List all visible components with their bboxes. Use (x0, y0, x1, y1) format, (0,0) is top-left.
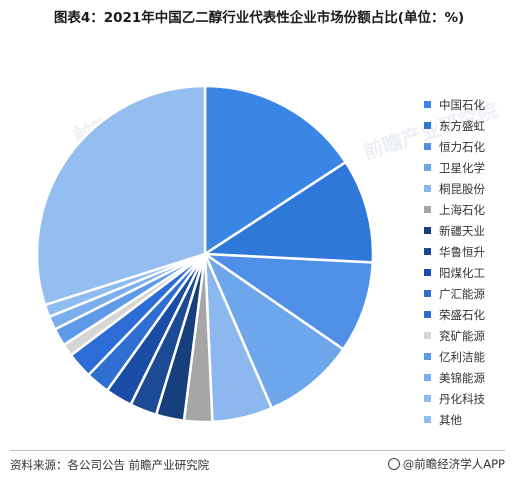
legend-swatch (424, 227, 431, 234)
brand-label: @前瞻经济学人APP (402, 457, 505, 471)
legend-item: 卫星化学 (424, 157, 485, 178)
legend: 中国石化东方盛虹恒力石化卫星化学桐昆股份上海石化新疆天业华鲁恒升阳煤化工广汇能源… (424, 94, 485, 430)
legend-label: 华鲁恒升 (439, 244, 485, 259)
legend-swatch (424, 143, 431, 150)
legend-swatch (424, 353, 431, 360)
legend-item: 中国石化 (424, 94, 485, 115)
legend-item: 上海石化 (424, 199, 485, 220)
legend-item: 桐昆股份 (424, 178, 485, 199)
legend-label: 桐昆股份 (439, 181, 485, 196)
pie-chart (35, 84, 375, 424)
pie-slice-4 (202, 250, 346, 410)
legend-item: 华鲁恒升 (424, 241, 485, 262)
legend-label: 上海石化 (439, 202, 485, 217)
pie-slice-1 (203, 84, 348, 257)
pie-slice-3 (200, 252, 375, 352)
legend-swatch (424, 332, 431, 339)
legend-label: 卫星化学 (439, 160, 485, 175)
brand-credit: @前瞻经济学人APP (387, 456, 505, 472)
legend-label: 其他 (439, 412, 462, 427)
legend-label: 恒力石化 (439, 139, 485, 154)
legend-swatch (424, 248, 431, 255)
legend-swatch (424, 101, 431, 108)
legend-swatch (424, 206, 431, 213)
legend-item: 亿利洁能 (424, 346, 485, 367)
pie-slice-2 (201, 160, 375, 264)
legend-swatch (424, 269, 431, 276)
legend-label: 丹化科技 (439, 391, 485, 406)
brand-logo-icon (387, 458, 400, 470)
legend-swatch (424, 311, 431, 318)
legend-item: 其他 (424, 409, 485, 430)
legend-label: 阳煤化工 (439, 265, 485, 280)
legend-swatch (424, 416, 431, 423)
legend-label: 美锦能源 (439, 370, 485, 385)
legend-item: 美锦能源 (424, 367, 485, 388)
legend-item: 东方盛虹 (424, 115, 485, 136)
legend-swatch (424, 374, 431, 381)
legend-label: 荣盛石化 (439, 307, 485, 322)
legend-item: 兖矿能源 (424, 325, 485, 346)
legend-swatch (424, 290, 431, 297)
footer-divider (10, 450, 505, 451)
source-note: 资料来源：各公司公告 前瞻产业研究院 (10, 458, 210, 472)
legend-label: 中国石化 (439, 97, 485, 112)
legend-item: 恒力石化 (424, 136, 485, 157)
chart-title: 图表4：2021年中国乙二醇行业代表性企业市场份额占比(单位：%) (53, 10, 465, 26)
legend-item: 阳煤化工 (424, 262, 485, 283)
pie-slice-16 (35, 84, 207, 307)
legend-label: 亿利洁能 (439, 349, 485, 364)
legend-swatch (424, 185, 431, 192)
legend-swatch (424, 395, 431, 402)
legend-label: 东方盛虹 (439, 118, 485, 133)
legend-swatch (424, 164, 431, 171)
legend-label: 兖矿能源 (439, 328, 485, 343)
legend-label: 广汇能源 (439, 286, 485, 301)
legend-item: 荣盛石化 (424, 304, 485, 325)
pie-slices (35, 84, 375, 424)
legend-swatch (424, 122, 431, 129)
legend-item: 丹化科技 (424, 388, 485, 409)
legend-item: 新疆天业 (424, 220, 485, 241)
legend-label: 新疆天业 (439, 223, 485, 238)
legend-item: 广汇能源 (424, 283, 485, 304)
